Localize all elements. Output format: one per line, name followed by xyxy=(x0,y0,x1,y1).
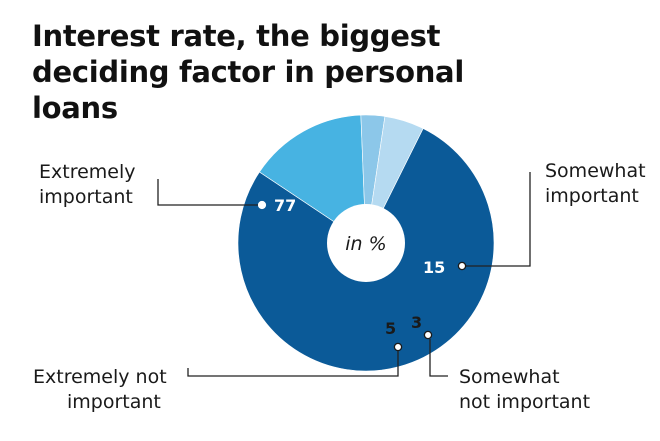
marker-dot-somewhat-important xyxy=(457,261,467,271)
category-label-somewhat-not-important: Somewhat not important xyxy=(459,366,590,413)
marker-dot-extremely-important xyxy=(257,200,267,210)
chart-title: Interest rate, the biggest deciding fact… xyxy=(32,19,464,125)
slice-label-group-somewhat-not-important: 3 Somewhat not important xyxy=(411,313,590,413)
pie-slice-somewhat-important xyxy=(259,114,367,244)
leader-line-extremely-important xyxy=(157,179,258,206)
slice-label-group-extremely-important: 77 Extremely important xyxy=(39,161,296,215)
slice-label-group-extremely-not-important: 5 Extremely not important xyxy=(33,319,403,413)
leader-line-somewhat-important xyxy=(466,172,531,267)
leader-line-extremely-not-important xyxy=(187,351,399,377)
unit-label: in % xyxy=(345,233,386,255)
category-label-extremely-important: Extremely important xyxy=(39,161,142,208)
category-label-somewhat-important: Somewhat important xyxy=(545,160,652,207)
leader-line-somewhat-not-important xyxy=(429,339,448,377)
value-label-somewhat-important: 15 xyxy=(423,258,445,277)
marker-dot-somewhat-not-important xyxy=(423,330,433,340)
value-label-extremely-not-important: 5 xyxy=(385,319,396,338)
donut-hole xyxy=(327,204,405,282)
slice-label-group-somewhat-important: 15 Somewhat important xyxy=(423,160,652,277)
value-label-somewhat-not-important: 3 xyxy=(411,313,422,332)
value-label-extremely-important: 77 xyxy=(274,196,296,215)
category-label-extremely-not-important: Extremely not important xyxy=(33,366,173,413)
marker-dot-extremely-not-important xyxy=(393,342,403,352)
